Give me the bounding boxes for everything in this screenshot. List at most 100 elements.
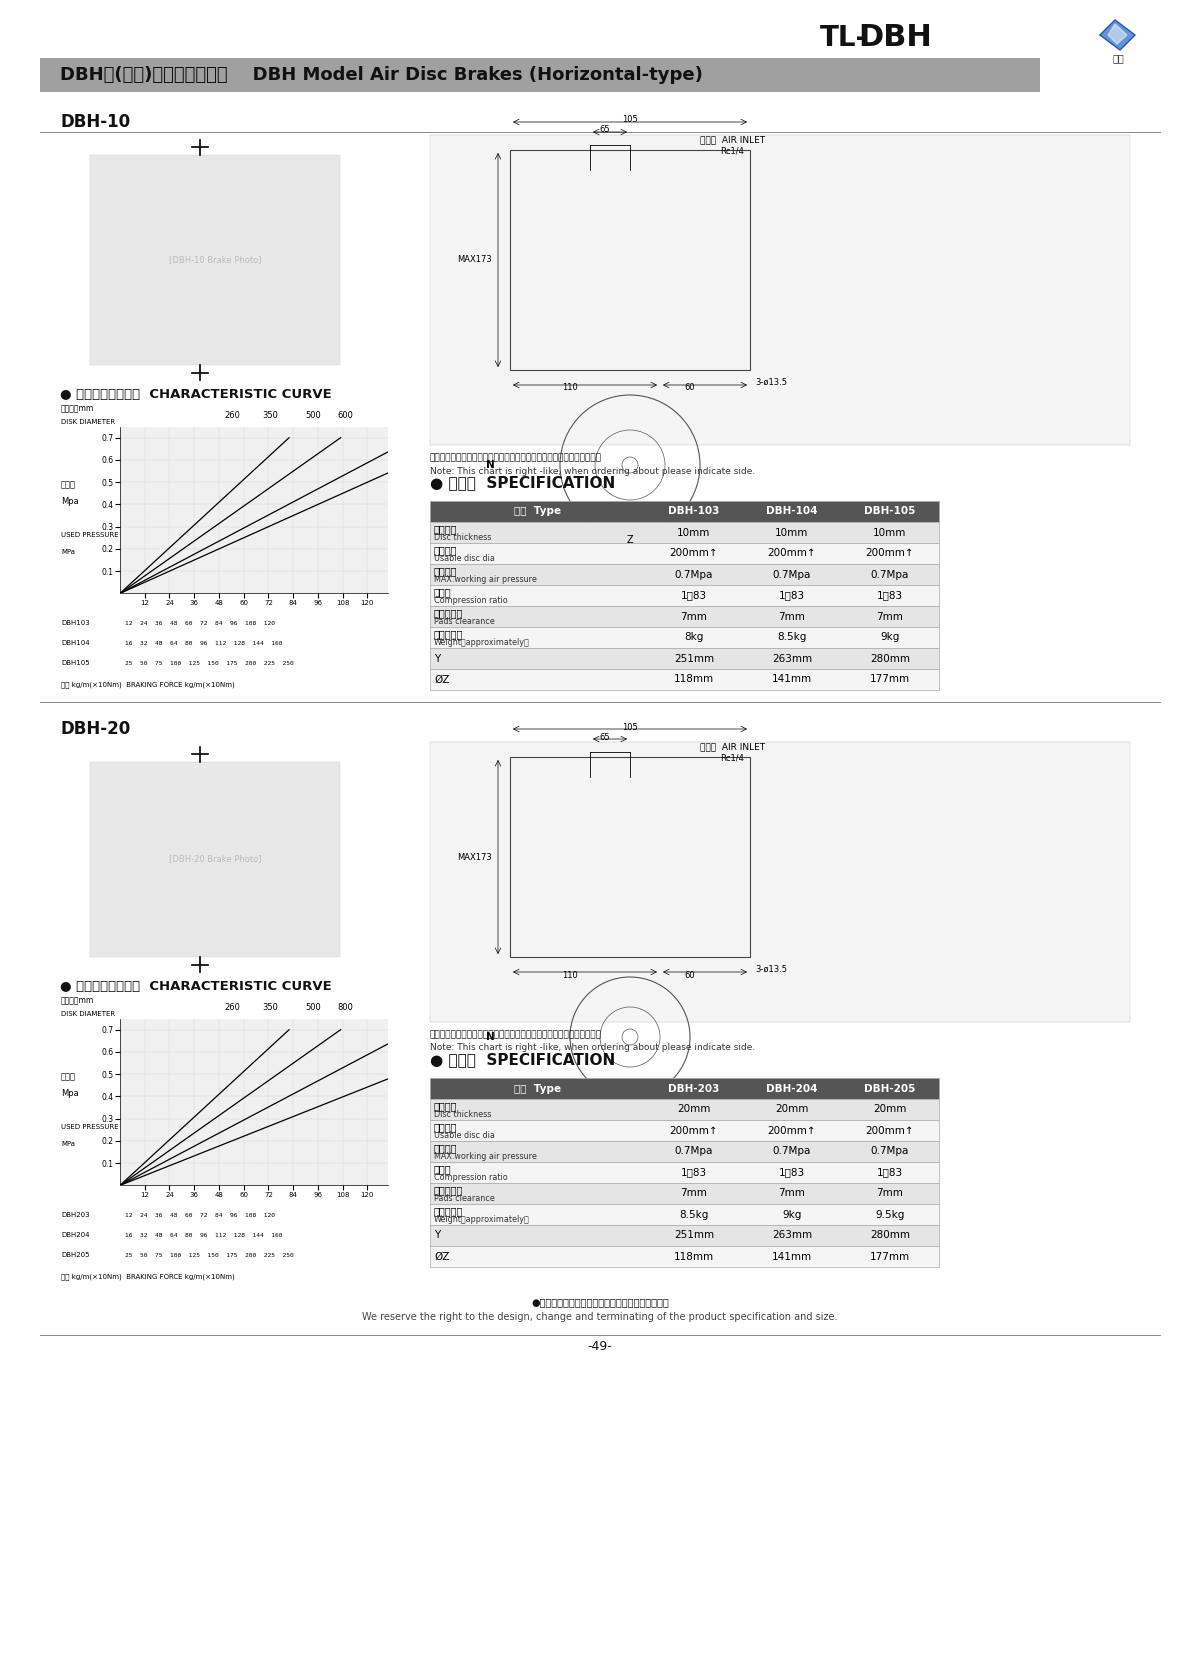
Text: MPa: MPa [61, 548, 76, 555]
Text: 16  32  48  64  80  96  112  128  144  160: 16 32 48 64 80 96 112 128 144 160 [125, 1233, 283, 1238]
Text: 350: 350 [262, 1002, 278, 1012]
Text: 最大壓力: 最大壓力 [434, 1143, 457, 1153]
Bar [430, 1142, 940, 1162]
Bar [430, 543, 940, 563]
Text: 141mm: 141mm [772, 1251, 812, 1261]
Text: DBH-205: DBH-205 [864, 1084, 916, 1094]
Bar [430, 1162, 940, 1183]
Text: 200mm↑: 200mm↑ [670, 1125, 719, 1135]
Bar [430, 1120, 940, 1142]
Text: 空氣壓: 空氣壓 [61, 1072, 76, 1082]
Text: DBH-103: DBH-103 [668, 507, 720, 517]
Text: DBH-204: DBH-204 [767, 1084, 817, 1094]
Text: 16  32  48  64  80  96  112  128  144  160: 16 32 48 64 80 96 112 128 144 160 [125, 642, 283, 647]
Text: DBH203: DBH203 [61, 1212, 90, 1218]
Text: DISK DIAMETER: DISK DIAMETER [61, 419, 115, 425]
Text: 9kg: 9kg [782, 1210, 802, 1220]
Text: 壓縮比: 壓縮比 [434, 587, 451, 597]
Text: 118mm: 118mm [674, 1251, 714, 1261]
Text: Disc thickness: Disc thickness [434, 1110, 491, 1119]
Text: 注：臥式型碗式制動器分左右兩式，此圖為右式，訂貨時請注明左右邂。: 注：臥式型碗式制動器分左右兩式，此圖為右式，訂貨時請注明左右邂。 [430, 1030, 602, 1039]
Text: DBH205: DBH205 [61, 1253, 90, 1258]
Text: 進氣口  AIR INLET: 進氣口 AIR INLET [700, 136, 766, 145]
Text: 0.7Mpa: 0.7Mpa [674, 570, 713, 580]
Text: 1，83: 1，83 [877, 1167, 904, 1177]
Text: ●本公司保留產品規格尺寸設計變更或使用之權利。: ●本公司保留產品規格尺寸設計變更或使用之權利。 [532, 1296, 668, 1306]
Text: 1，83: 1，83 [680, 1167, 707, 1177]
Text: 0.7Mpa: 0.7Mpa [773, 570, 811, 580]
Text: 0.7Mpa: 0.7Mpa [871, 570, 910, 580]
Text: TL-: TL- [820, 23, 868, 52]
Text: 7mm: 7mm [680, 612, 708, 622]
Text: 260: 260 [224, 1002, 240, 1012]
Bar [510, 756, 750, 957]
Bar [430, 670, 940, 690]
Text: 摩擦片磨耗: 摩擦片磨耗 [434, 1185, 463, 1195]
Text: 3-ø13.5: 3-ø13.5 [755, 964, 787, 974]
Text: We reserve the right to the design, change and terminating of the product specif: We reserve the right to the design, chan… [362, 1311, 838, 1321]
Text: DBH105: DBH105 [61, 660, 90, 666]
Text: 105: 105 [622, 723, 638, 731]
Text: Z: Z [626, 535, 634, 545]
Text: 圓盤直徑: 圓盤直徑 [434, 545, 457, 555]
Bar [430, 585, 940, 607]
Text: 摩擦片磨耗: 摩擦片磨耗 [434, 608, 463, 618]
Text: 105: 105 [622, 115, 638, 125]
Text: 110: 110 [562, 384, 578, 392]
Text: 60: 60 [685, 384, 695, 392]
Text: 轉矩 kg/m(×10Nm)  BRAKING FORCE kg/m(×10Nm): 轉矩 kg/m(×10Nm) BRAKING FORCE kg/m(×10Nm) [61, 1273, 235, 1280]
Text: Mpa: Mpa [61, 497, 79, 507]
Text: 面盤直徑mm: 面盤直徑mm [61, 996, 95, 1006]
Text: 7mm: 7mm [680, 1188, 708, 1198]
Text: DBH-105: DBH-105 [864, 507, 916, 517]
Text: 空氣壓: 空氣壓 [61, 480, 76, 490]
Text: 260: 260 [224, 411, 240, 420]
Text: 65: 65 [600, 733, 611, 741]
Text: 9kg: 9kg [881, 633, 900, 643]
Text: 200mm↑: 200mm↑ [865, 1125, 914, 1135]
Text: DBH-104: DBH-104 [767, 507, 817, 517]
Bar [430, 563, 940, 585]
Bar [430, 1183, 940, 1203]
Text: 注：臥式型碗式制動器分左右兩式，此圖為右式，訂貨時請注明左右邂。: 注：臥式型碗式制動器分左右兩式，此圖為右式，訂貨時請注明左右邂。 [430, 454, 602, 462]
Text: N: N [486, 460, 496, 470]
Text: ØZ: ØZ [434, 675, 449, 685]
Text: MAX.working air pressure: MAX.working air pressure [434, 1152, 536, 1160]
Text: 3-ø13.5: 3-ø13.5 [755, 377, 787, 387]
Text: 200mm↑: 200mm↑ [670, 548, 719, 558]
Text: 20mm: 20mm [677, 1105, 710, 1115]
Text: USED PRESSURE: USED PRESSURE [61, 1124, 119, 1130]
Text: -49-: -49- [588, 1341, 612, 1353]
Text: DBH103: DBH103 [61, 620, 90, 627]
Text: Weight（approximately）: Weight（approximately） [434, 638, 529, 647]
Bar [430, 627, 940, 648]
Bar [430, 1079, 940, 1099]
Text: [DBH-20 Brake Photo]: [DBH-20 Brake Photo] [169, 854, 262, 864]
Text: 台發: 台發 [1112, 53, 1124, 63]
Text: DBH104: DBH104 [61, 640, 90, 647]
Text: 0.7Mpa: 0.7Mpa [674, 1147, 713, 1157]
Text: Mpa: Mpa [61, 1089, 79, 1099]
Text: 圓盤直徑: 圓盤直徑 [434, 1122, 457, 1132]
Text: 1，83: 1，83 [779, 590, 805, 600]
Text: 0.7Mpa: 0.7Mpa [871, 1147, 910, 1157]
Text: DBH-203: DBH-203 [668, 1084, 720, 1094]
Text: Y: Y [434, 1230, 440, 1240]
Text: 350: 350 [262, 411, 278, 420]
Bar [90, 155, 340, 366]
Text: 10mm: 10mm [775, 527, 809, 537]
Bar [40, 58, 1040, 91]
Text: 25  50  75  100  125  150  175  200  225  250: 25 50 75 100 125 150 175 200 225 250 [125, 661, 294, 666]
Text: 60: 60 [685, 971, 695, 979]
Text: MPa: MPa [61, 1140, 76, 1147]
Text: DBH204: DBH204 [61, 1233, 90, 1238]
Text: Note: This chart is right -like, when ordering about please indicate side.: Note: This chart is right -like, when or… [430, 1044, 755, 1052]
Bar [430, 1225, 940, 1246]
Text: 20mm: 20mm [775, 1105, 809, 1115]
Text: 圓盤厄度: 圓盤厄度 [434, 524, 457, 535]
Bar [430, 1099, 940, 1120]
Text: 重量（約）: 重量（約） [434, 630, 463, 640]
Text: 25  50  75  100  125  150  175  200  225  250: 25 50 75 100 125 150 175 200 225 250 [125, 1253, 294, 1258]
Text: DBH型(臥式)空壓碗式制動器    DBH Model Air Disc Brakes (Horizontal-type): DBH型(臥式)空壓碗式制動器 DBH Model Air Disc Brake… [60, 66, 703, 85]
Bar [430, 648, 940, 670]
